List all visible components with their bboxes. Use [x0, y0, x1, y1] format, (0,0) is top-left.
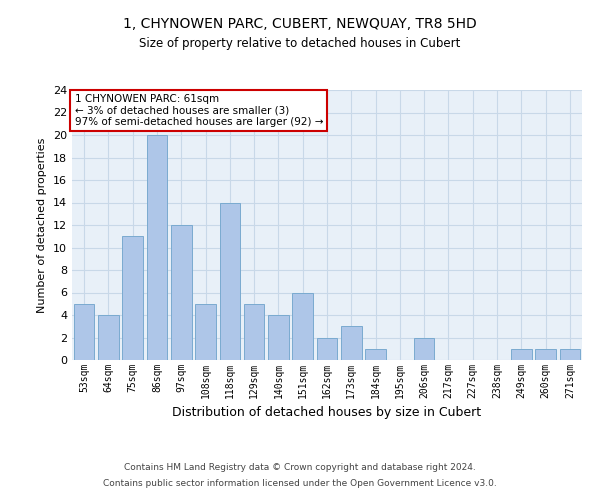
X-axis label: Distribution of detached houses by size in Cubert: Distribution of detached houses by size … — [172, 406, 482, 420]
Bar — [122, 236, 143, 360]
Bar — [560, 349, 580, 360]
Text: 1, CHYNOWEN PARC, CUBERT, NEWQUAY, TR8 5HD: 1, CHYNOWEN PARC, CUBERT, NEWQUAY, TR8 5… — [123, 18, 477, 32]
Text: Contains HM Land Registry data © Crown copyright and database right 2024.: Contains HM Land Registry data © Crown c… — [124, 464, 476, 472]
Bar — [292, 292, 313, 360]
Bar — [341, 326, 362, 360]
Bar — [365, 349, 386, 360]
Y-axis label: Number of detached properties: Number of detached properties — [37, 138, 47, 312]
Bar — [317, 338, 337, 360]
Text: 1 CHYNOWEN PARC: 61sqm
← 3% of detached houses are smaller (3)
97% of semi-detac: 1 CHYNOWEN PARC: 61sqm ← 3% of detached … — [74, 94, 323, 127]
Bar — [74, 304, 94, 360]
Bar — [511, 349, 532, 360]
Bar — [98, 315, 119, 360]
Bar — [171, 225, 191, 360]
Bar — [220, 202, 240, 360]
Bar — [268, 315, 289, 360]
Bar — [244, 304, 265, 360]
Text: Contains public sector information licensed under the Open Government Licence v3: Contains public sector information licen… — [103, 478, 497, 488]
Bar — [146, 135, 167, 360]
Bar — [535, 349, 556, 360]
Bar — [414, 338, 434, 360]
Text: Size of property relative to detached houses in Cubert: Size of property relative to detached ho… — [139, 38, 461, 51]
Bar — [195, 304, 216, 360]
